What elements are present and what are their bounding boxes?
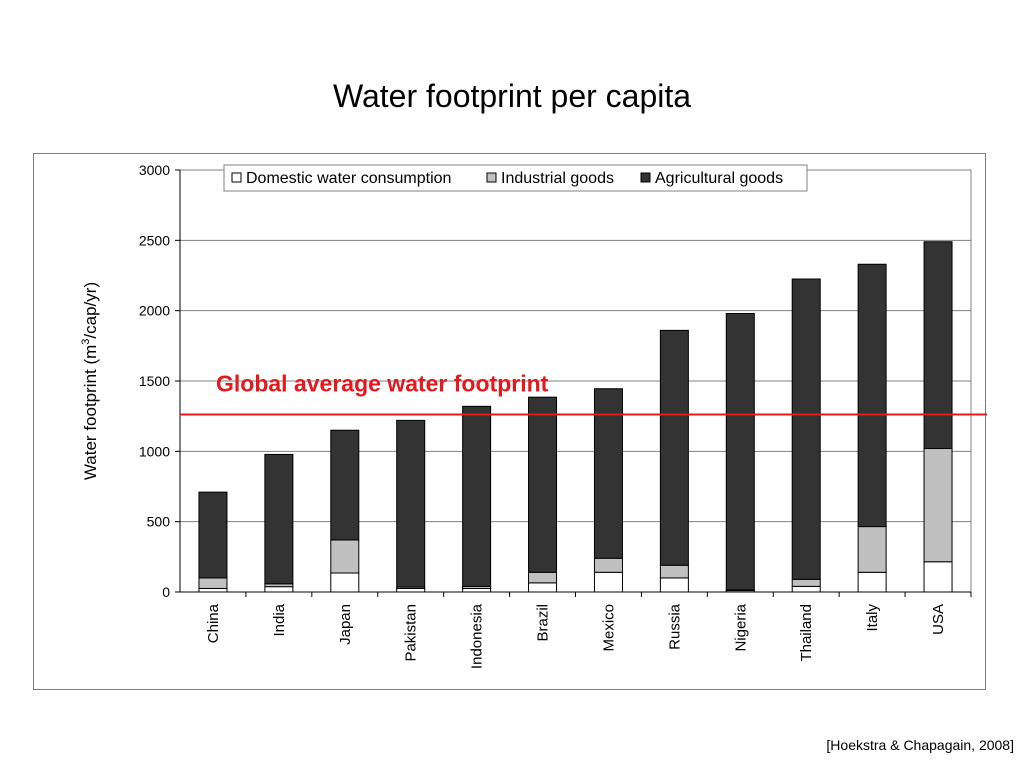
y-tick-label: 500 <box>147 514 171 530</box>
bar-segment <box>462 587 492 593</box>
legend-label: Agricultural goods <box>655 170 783 187</box>
y-tick-label: 2000 <box>139 303 170 319</box>
bar-segment <box>462 405 492 587</box>
x-tick-label: China <box>205 603 222 643</box>
legend-label: Domestic water consumption <box>246 170 451 187</box>
bar-segment <box>528 582 558 593</box>
x-tick-label: USA <box>930 604 947 635</box>
bar-segment <box>857 263 887 528</box>
bar-segment <box>396 419 426 588</box>
bar-segment <box>857 571 887 593</box>
bar-segment <box>528 571 558 584</box>
y-tick-label: 0 <box>162 584 170 600</box>
legend <box>223 164 808 192</box>
bar-segment <box>659 329 689 566</box>
bar-segment <box>330 539 360 574</box>
x-tick-label: India <box>271 603 288 636</box>
global-average-label: Global average water footprint <box>216 370 549 396</box>
legend-swatch <box>231 172 242 183</box>
x-tick-label: Thailand <box>798 604 815 662</box>
bar-segment <box>923 448 953 563</box>
bar-segment <box>396 587 426 593</box>
bar-segment <box>330 429 360 541</box>
citation: [Hoekstra & Chapagain, 2008] <box>826 737 1014 753</box>
x-tick-label: Japan <box>337 604 354 645</box>
bar-segment <box>725 312 755 591</box>
y-tick-label: 2500 <box>139 232 170 248</box>
x-tick-label: Nigeria <box>732 603 749 651</box>
bar-segment <box>198 577 228 589</box>
x-tick-label: Italy <box>864 604 881 632</box>
bar-segment <box>330 572 360 593</box>
bar-segment <box>923 561 953 593</box>
bar-segment <box>528 396 558 573</box>
bar-segment <box>659 577 689 593</box>
x-tick-label: Brazil <box>535 604 552 642</box>
x-tick-label: Russia <box>666 603 683 650</box>
bar-segment <box>923 241 953 450</box>
bar-segment <box>593 388 623 559</box>
bar-segment <box>791 278 821 580</box>
x-tick-label: Pakistan <box>403 604 420 662</box>
legend-swatch <box>640 172 651 183</box>
page-title: Water footprint per capita <box>332 78 692 114</box>
bar-segment <box>593 571 623 593</box>
x-tick-label: Mexico <box>600 604 617 652</box>
bar-segment <box>791 578 821 587</box>
legend-swatch <box>486 172 497 183</box>
y-tick-label: 1000 <box>139 443 170 459</box>
y-tick-label: 1500 <box>139 373 170 389</box>
bar-segment <box>264 453 294 585</box>
bar-segment <box>264 586 294 593</box>
x-tick-label: Indonesia <box>469 603 486 669</box>
bar-segment <box>659 564 689 579</box>
bar-segment <box>198 587 228 593</box>
stacked-bar-chart: 0 500 1000 1500 2000 2500 3000 China India Japan P… <box>80 162 987 669</box>
legend-label: Industrial goods <box>501 170 614 187</box>
chart-frame: 0 500 1000 1500 2000 2500 3000 China India Japan P… <box>33 153 987 690</box>
bar-segment <box>791 585 821 593</box>
y-axis-label: Water footprint (m3/cap/yr) <box>80 282 100 480</box>
y-tick-label: 3000 <box>139 162 170 178</box>
bar-segment <box>857 526 887 573</box>
bar-segment <box>198 491 228 579</box>
bar-segment <box>593 557 623 573</box>
